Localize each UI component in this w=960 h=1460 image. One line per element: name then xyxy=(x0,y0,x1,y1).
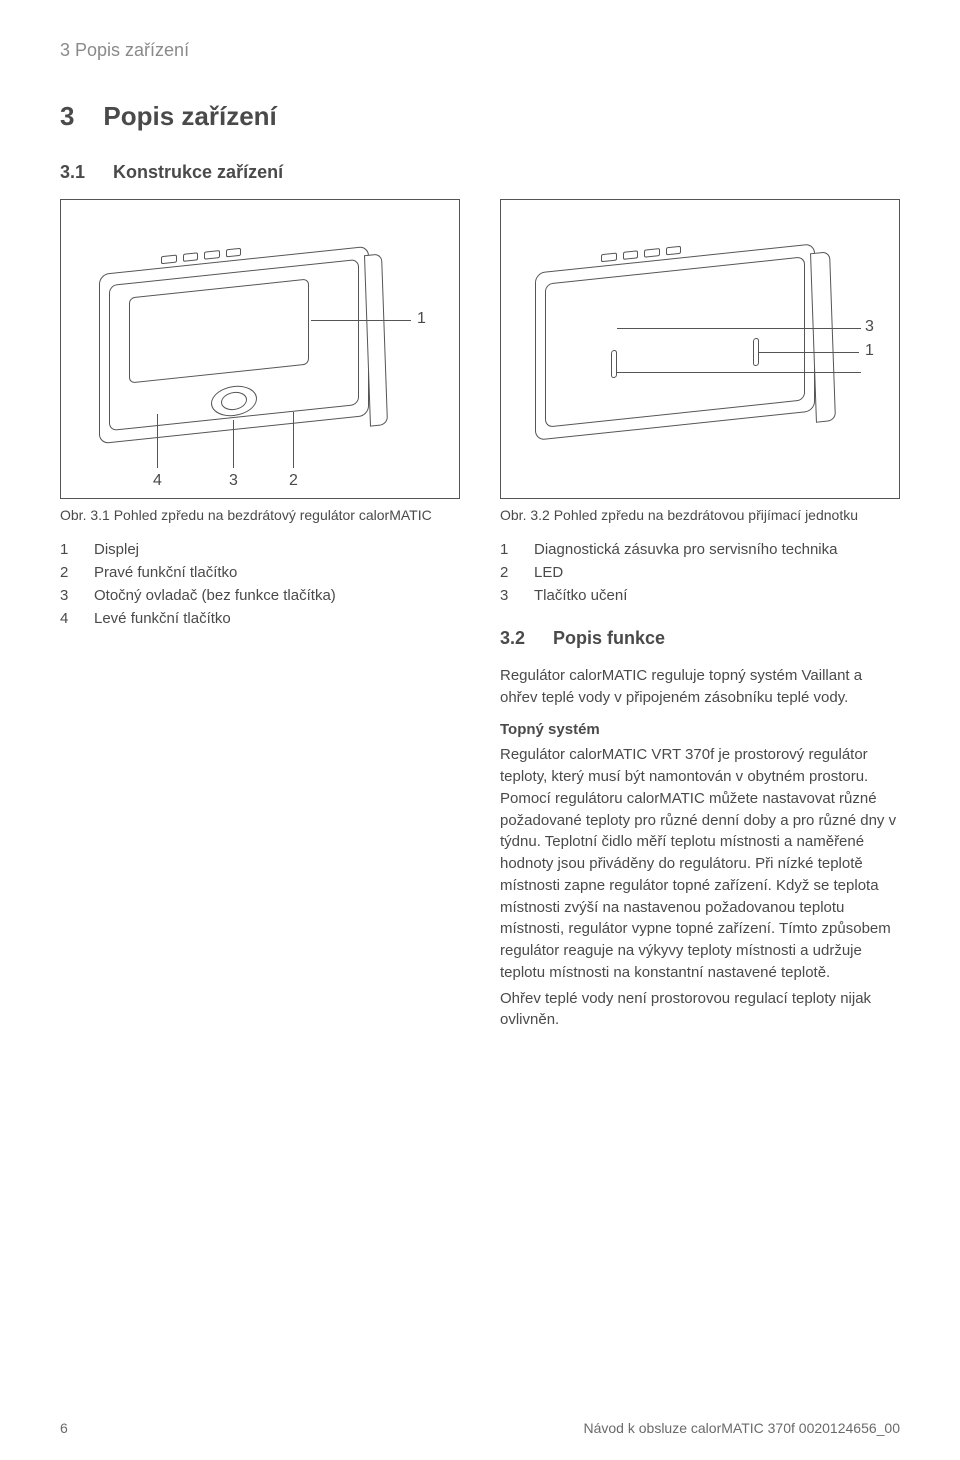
legend-text: Displej xyxy=(94,541,139,558)
legend-text: Tlačítko učení xyxy=(534,587,627,604)
leader-3v xyxy=(233,420,234,468)
legend-row: 1 Diagnostická zásuvka pro servisního te… xyxy=(500,541,900,558)
figure-3-2: 1 3 2 3 xyxy=(500,199,900,499)
page-number: 6 xyxy=(60,1420,68,1436)
fig-3-1-legend: 1 Displej 2 Pravé funkční tlačítko 3 Oto… xyxy=(60,541,460,627)
leader-r2 xyxy=(617,372,861,373)
callout-2: 2 xyxy=(289,472,298,490)
func-body2: Ohřev teplé vody není prostorovou regula… xyxy=(500,988,900,1032)
leader-r1 xyxy=(759,352,859,353)
fig-3-2-caption: Obr. 3.2 Pohled zpředu na bezdrátovou př… xyxy=(500,507,900,523)
legend-text: Otočný ovladač (bez funkce tlačítka) xyxy=(94,587,336,604)
subsection-label: Konstrukce zařízení xyxy=(113,162,283,183)
legend-row: 2 LED xyxy=(500,564,900,581)
legend-text: LED xyxy=(534,564,563,581)
legend-num: 1 xyxy=(500,541,514,558)
left-column: 1 2 3 4 Obr. 3.1 Pohled zpředu na bezdrá… xyxy=(60,199,460,1035)
receiver-slot-left xyxy=(611,350,617,379)
legend-text: Pravé funkční tlačítko xyxy=(94,564,237,581)
subsection-num: 3.1 xyxy=(60,162,85,183)
callout-r1: 1 xyxy=(865,342,874,360)
doc-id: Návod k obsluze calorMATIC 370f 00201246… xyxy=(584,1420,901,1436)
figure-3-1: 1 2 3 4 xyxy=(60,199,460,499)
fig-3-2-legend: 1 Diagnostická zásuvka pro servisního te… xyxy=(500,541,900,604)
legend-num: 4 xyxy=(60,610,74,627)
function-description: Regulátor calorMATIC reguluje topný syst… xyxy=(500,665,900,1031)
callout-r3: 3 xyxy=(865,318,874,336)
func-heading: Topný systém xyxy=(500,719,900,741)
legend-text: Diagnostická zásuvka pro servisního tech… xyxy=(534,541,838,558)
fig-3-1-caption: Obr. 3.1 Pohled zpředu na bezdrátový reg… xyxy=(60,507,460,523)
subsection-3-2: 3.2 Popis funkce xyxy=(500,628,900,649)
callout-3: 3 xyxy=(229,472,238,490)
legend-num: 1 xyxy=(60,541,74,558)
legend-num: 3 xyxy=(500,587,514,604)
legend-text: Levé funkční tlačítko xyxy=(94,610,231,627)
subsection-label: Popis funkce xyxy=(553,628,665,649)
leader-4v xyxy=(157,414,158,468)
func-intro: Regulátor calorMATIC reguluje topný syst… xyxy=(500,665,900,709)
legend-row: 4 Levé funkční tlačítko xyxy=(60,610,460,627)
legend-row: 2 Pravé funkční tlačítko xyxy=(60,564,460,581)
page-footer: 6 Návod k obsluze calorMATIC 370f 002012… xyxy=(60,1420,900,1436)
leader-r3 xyxy=(617,328,861,329)
subsection-num: 3.2 xyxy=(500,628,525,649)
page: 3 Popis zařízení 3 Popis zařízení 3.1 Ko… xyxy=(0,0,960,1460)
leader-1 xyxy=(311,320,411,321)
section-num: 3 xyxy=(60,101,74,131)
section-label: Popis zařízení xyxy=(103,101,276,131)
legend-row: 1 Displej xyxy=(60,541,460,558)
leader-2v xyxy=(293,412,294,468)
callout-4: 4 xyxy=(153,472,162,490)
callout-1: 1 xyxy=(417,310,426,328)
subsection-3-1: 3.1 Konstrukce zařízení xyxy=(60,162,900,183)
section-title: 3 Popis zařízení xyxy=(60,101,900,132)
legend-num: 3 xyxy=(60,587,74,604)
right-column: 1 3 2 3 Obr. 3.2 Pohled zpředu na bezdrá… xyxy=(500,199,900,1035)
figure-row: 1 2 3 4 Obr. 3.1 Pohled zpředu na bezdrá… xyxy=(60,199,900,1035)
func-body: Regulátor calorMATIC VRT 370f je prostor… xyxy=(500,744,900,983)
legend-num: 2 xyxy=(60,564,74,581)
legend-num: 2 xyxy=(500,564,514,581)
legend-row: 3 Otočný ovladač (bez funkce tlačítka) xyxy=(60,587,460,604)
receiver-bezel xyxy=(545,256,805,427)
legend-row: 3 Tlačítko učení xyxy=(500,587,900,604)
running-header: 3 Popis zařízení xyxy=(60,40,900,61)
